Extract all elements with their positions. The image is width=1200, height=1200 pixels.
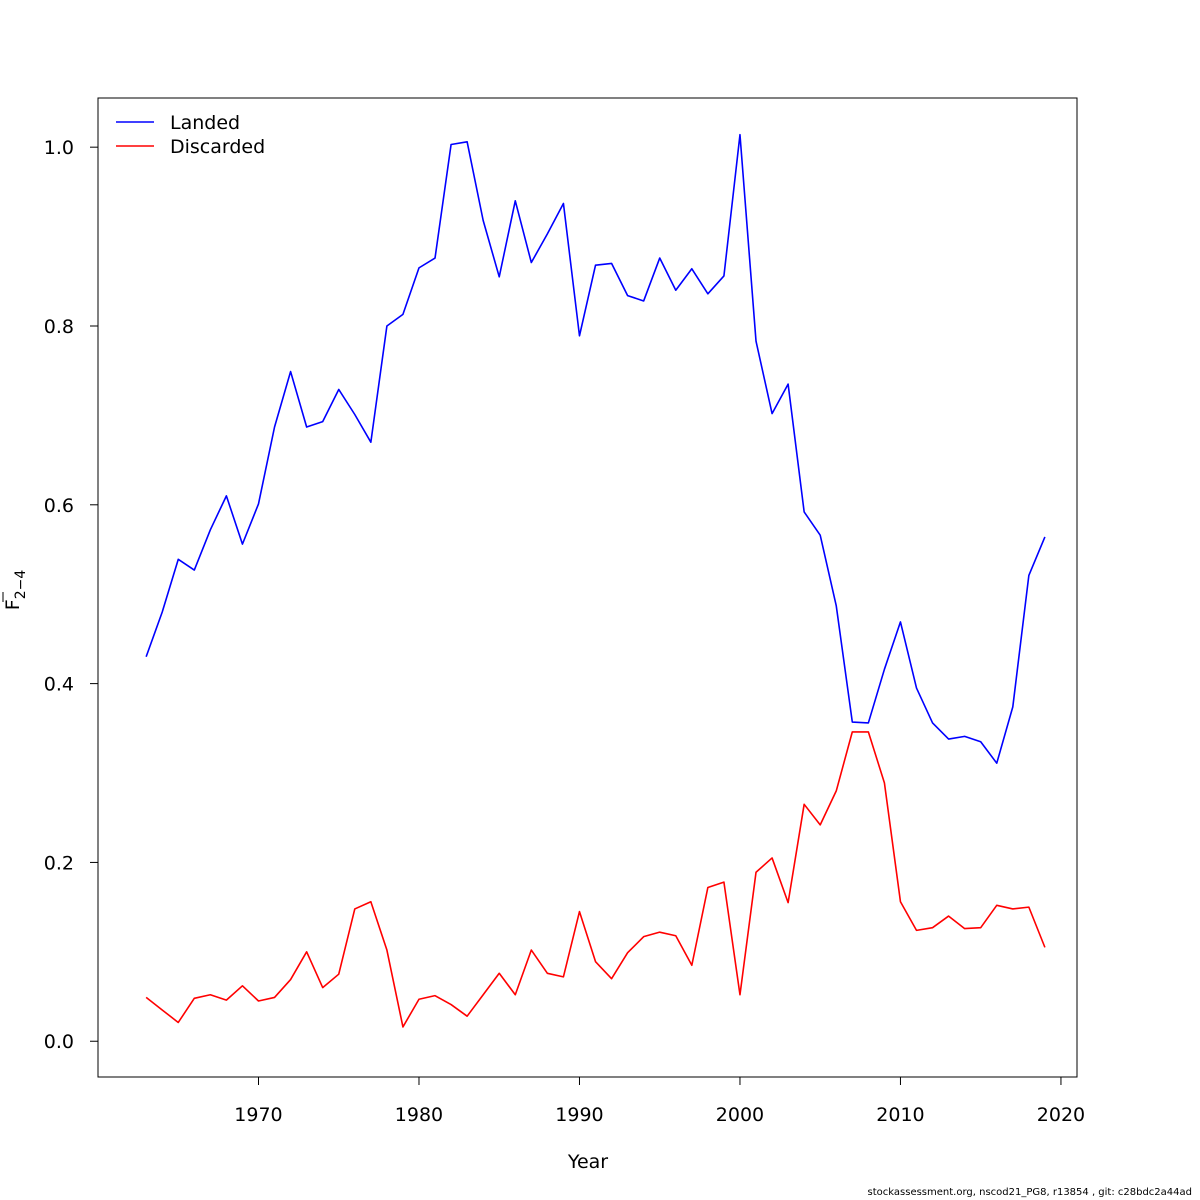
y-axis: 0.0 0.2 0.4 0.6 0.8 1.0 [44,137,99,1053]
x-tick-label: 2020 [1037,1104,1085,1126]
series-line-discarded [145,731,1046,1028]
x-tick-label: 2010 [876,1104,924,1126]
footer-note: stockassessment.org, nscod21_PG8, r13854… [867,1187,1192,1198]
x-axis-title: Year [567,1151,608,1173]
y-tick-label: 1.0 [44,137,74,159]
y-tick-label: 0.8 [44,316,74,338]
y-axis-title-subscript: 2−4 [13,570,29,600]
x-tick-label: 1970 [234,1104,282,1126]
plot-frame [97,97,1078,1078]
y-tick-label: 0.0 [44,1031,74,1053]
series-line-landed [145,133,1046,764]
x-tick-label: 1980 [395,1104,443,1126]
legend-label-landed: Landed [170,112,240,134]
y-axis-title: F2−4 [2,570,29,611]
legend-label-discarded: Discarded [170,136,265,158]
x-tick-label: 2000 [716,1104,764,1126]
series-layer [145,133,1046,1028]
x-axis: 1970 1980 1990 2000 2010 2020 [234,1076,1085,1126]
y-axis-title-base: F [2,599,24,610]
svg-text:F2−4: F2−4 [2,570,29,611]
y-tick-label: 0.2 [44,852,74,874]
x-tick-label: 1990 [555,1104,603,1126]
y-tick-label: 0.6 [44,495,74,517]
y-tick-label: 0.4 [44,674,74,696]
